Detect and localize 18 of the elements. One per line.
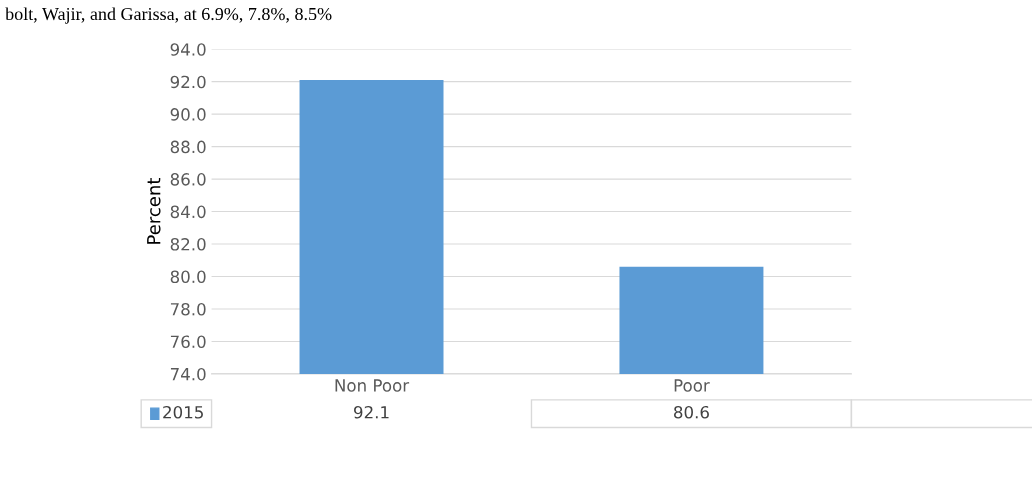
y-tick-label: 80.0 [170,270,206,284]
y-tick-label: 94.0 [170,43,206,56]
legend-label: 2015 [163,405,203,419]
y-tick-label: 74.0 [170,367,206,381]
x-tick-label: Poor [674,379,710,392]
y-tick-label: 92.0 [170,75,206,89]
data-label: 92.1 [354,405,389,419]
y-tick-label: 76.0 [170,335,206,349]
y-tick-label: 84.0 [170,205,206,219]
y-axis-title: Percent [147,178,161,244]
text: bolt, Wajir, and Garissa, at 6.9%, 7.8%, 8.5% [5,7,332,24]
y-tick-label: 88.0 [170,140,206,154]
y-tick-label: 82.0 [170,237,206,251]
data-label: 80.6 [674,405,709,419]
y-tick-label: 86.0 [170,173,206,186]
y-tick-label: 90.0 [170,108,206,121]
y-tick-label: 78.0 [170,302,206,316]
x-tick-label: Non Poor [335,379,410,392]
